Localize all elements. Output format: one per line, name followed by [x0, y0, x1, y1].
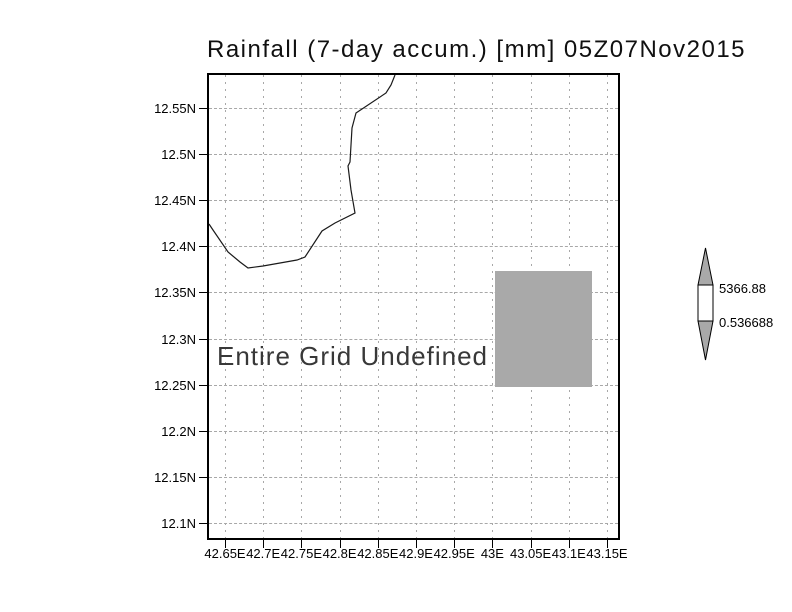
- y-tick-mark: [199, 476, 207, 478]
- y-tick-label: 12.55N: [154, 101, 196, 116]
- x-tick-mark: [607, 540, 608, 548]
- y-gridline: [209, 384, 618, 386]
- y-gridline: [209, 338, 618, 340]
- colorbar: [697, 247, 714, 361]
- x-tick-label: 42.65E: [204, 546, 246, 561]
- x-tick-mark: [339, 540, 341, 548]
- coastline-graphic: [209, 75, 396, 269]
- y-tick-label: 12.15N: [154, 469, 196, 485]
- x-tick-label: 43.1E: [551, 546, 586, 561]
- x-gridline: [339, 75, 341, 538]
- y-tick-mark: [199, 154, 207, 156]
- x-gridline: [301, 75, 303, 538]
- x-tick-label: 42.85E: [357, 546, 399, 561]
- y-gridline: [209, 108, 618, 109]
- y-tick-mark: [199, 108, 207, 109]
- x-tick-mark: [454, 540, 456, 548]
- y-gridline: [209, 200, 618, 202]
- y-gridline: [209, 292, 618, 294]
- x-tick-label: 43.05E: [509, 546, 552, 561]
- y-tick-label: 12.5N: [161, 147, 196, 163]
- colorbar-max-label: 5366.88: [719, 281, 766, 296]
- x-tick-mark: [225, 540, 226, 548]
- page-title: Rainfall (7-day accum.) [mm] 05Z07Nov201…: [207, 36, 747, 63]
- shaded-data-cell: [495, 271, 592, 387]
- x-tick-label: 43.15E: [586, 546, 628, 561]
- y-tick-mark: [199, 200, 207, 202]
- y-tick-mark: [199, 430, 207, 432]
- x-gridline: [416, 75, 417, 538]
- x-gridline: [377, 75, 379, 538]
- y-gridline: [209, 154, 618, 156]
- colorbar-box: [697, 284, 714, 322]
- y-tick-label: 12.25N: [154, 377, 196, 393]
- y-tick-mark: [199, 384, 207, 386]
- colorbar-min-label: 0.536688: [719, 315, 774, 330]
- x-gridline: [607, 75, 608, 538]
- x-gridline: [263, 75, 265, 538]
- map-plot-area: Entire Grid Undefined: [207, 73, 620, 540]
- y-tick-label: 12.4N: [161, 239, 196, 255]
- entire-grid-undefined-message: Entire Grid Undefined: [217, 341, 489, 371]
- x-tick-label: 42.8E: [322, 546, 357, 561]
- colorbar-lower-arrow: [697, 320, 714, 361]
- y-gridline: [209, 246, 618, 248]
- y-gridline: [209, 522, 618, 524]
- x-tick-mark: [263, 540, 265, 548]
- y-tick-label: 12.2N: [161, 423, 196, 439]
- x-tick-label: 42.75E: [280, 546, 322, 561]
- x-tick-mark: [492, 540, 494, 548]
- x-tick-mark: [416, 540, 417, 548]
- y-tick-label: 12.35N: [154, 285, 196, 301]
- x-tick-label: 42.95E: [433, 546, 475, 561]
- x-tick-mark: [377, 540, 379, 548]
- y-tick-mark: [199, 292, 207, 294]
- x-tick-mark: [301, 540, 303, 548]
- x-gridline: [492, 75, 494, 538]
- x-tick-label: 42.7E: [246, 546, 281, 561]
- y-tick-mark: [199, 338, 207, 340]
- colorbar-upper-arrow: [697, 247, 714, 286]
- x-gridline: [454, 75, 456, 538]
- y-tick-mark: [199, 246, 207, 248]
- x-tick-mark: [530, 540, 532, 548]
- x-tick-label: 43E: [480, 546, 504, 561]
- y-tick-label: 12.1N: [161, 515, 196, 531]
- x-tick-mark: [568, 540, 570, 548]
- y-gridline: [209, 430, 618, 432]
- y-tick-mark: [199, 522, 207, 524]
- y-tick-label: 12.3N: [161, 331, 196, 347]
- y-gridline: [209, 476, 618, 478]
- coastline-path: [209, 75, 396, 269]
- x-tick-label: 42.9E: [399, 546, 433, 561]
- x-gridline: [225, 75, 226, 538]
- y-tick-label: 12.45N: [154, 193, 196, 209]
